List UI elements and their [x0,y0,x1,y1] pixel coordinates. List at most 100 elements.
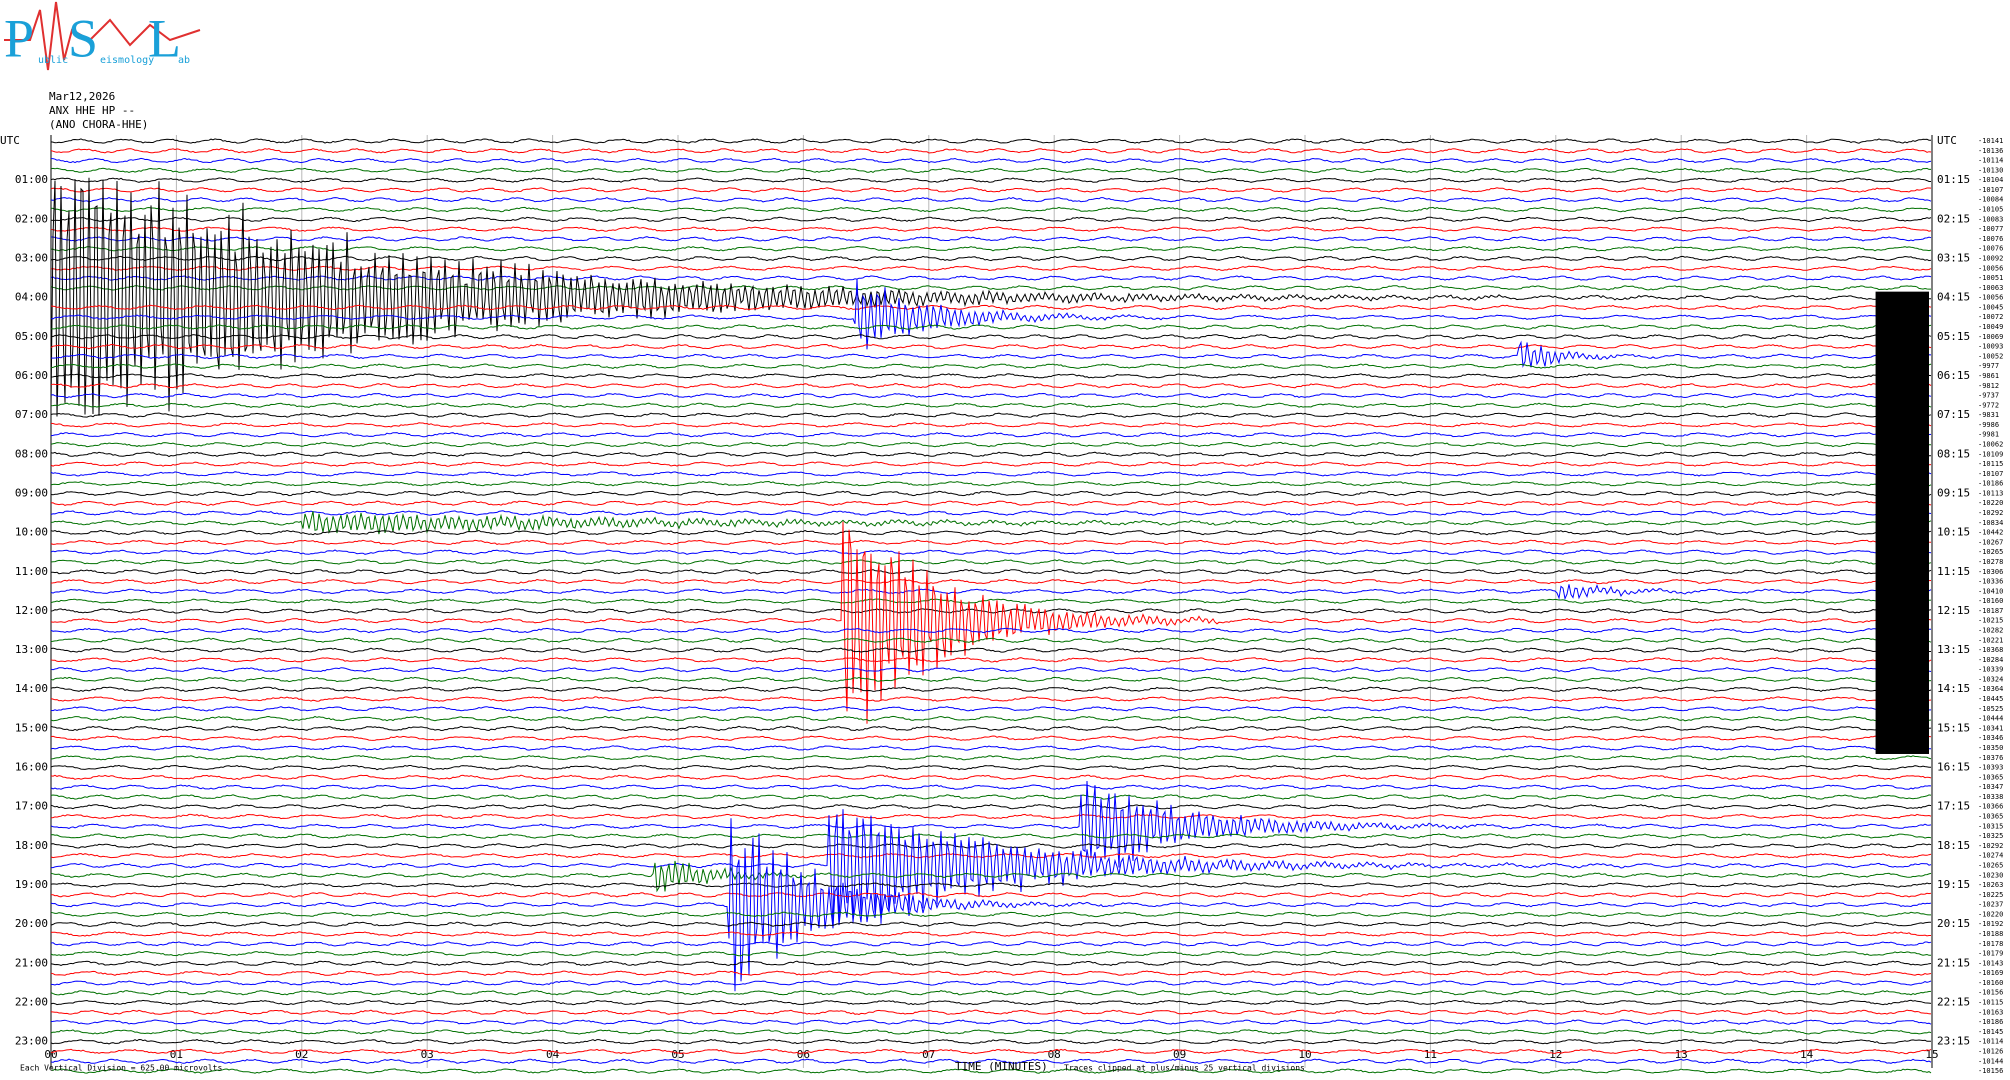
row-value: -10109 [1978,450,2003,458]
row-value: -10141 [1978,137,2003,145]
row-value: -10225 [1978,891,2003,899]
trace [50,818,1932,992]
row-value: -10083 [1978,215,2003,223]
row-value: -10442 [1978,529,2003,537]
row-value: -10107 [1978,186,2003,194]
row-value: -10364 [1978,685,2003,693]
trace [50,278,1932,350]
left-time-label: 15:00 [15,721,48,734]
right-time-label: 01:15 [1937,173,1970,186]
left-time-label: 05:00 [15,330,48,343]
x-tick-label: 04 [546,1048,560,1061]
trace [50,500,1932,506]
trace [50,794,1932,800]
right-time-label: 10:15 [1937,526,1970,539]
x-axis-label: TIME (MINUTES) [955,1060,1048,1073]
logo: P S L ublic eismology ab [4,1,201,71]
trace [50,843,1932,849]
trace [50,1058,1932,1064]
trace [50,521,1932,724]
trace [50,666,1932,673]
right-time-label: 09:15 [1937,486,1970,499]
right-time-label: 11:15 [1937,565,1970,578]
trace [50,715,1932,722]
row-value: -10366 [1978,803,2003,811]
row-value: -10230 [1978,871,2003,879]
row-value: -10376 [1978,754,2003,762]
trace [50,637,1932,643]
row-value: -10339 [1978,666,2003,674]
left-time-label: 03:00 [15,251,48,264]
trace [51,809,1932,929]
trace [50,343,1932,350]
left-time-label: 17:00 [15,800,48,813]
row-value: -10220 [1978,910,2003,918]
row-value: -10265 [1978,548,2003,556]
trace [50,511,1932,535]
row-value: -10393 [1978,764,2003,772]
trace [50,1009,1932,1016]
trace [50,216,1932,223]
left-time-label: 18:00 [15,839,48,852]
x-tick-label: 13 [1675,1048,1688,1061]
trace [50,383,1932,389]
trace [50,813,1932,820]
left-time-label: 13:00 [15,643,48,656]
trace [51,157,1932,164]
row-value: -10274 [1978,852,2003,860]
row-value: -10077 [1978,225,2003,233]
right-time-label: 04:15 [1937,291,1970,304]
trace [50,206,1932,213]
left-time-label: 21:00 [15,956,48,969]
row-value: -10444 [1978,715,2003,723]
trace [50,148,1932,154]
row-value: -10093 [1978,343,2003,351]
trace [50,780,1932,868]
trace [50,941,1932,947]
trace [50,197,1932,203]
trace [50,559,1932,565]
trace [51,569,1932,575]
row-value: -10410 [1978,587,2003,595]
right-time-label: 21:15 [1937,956,1970,969]
row-value: -10834 [1978,519,2003,527]
row-value: -10368 [1978,646,2003,654]
header-line: ANX HHE HP -- [49,104,135,117]
row-value: -10062 [1978,440,2003,448]
trace [50,803,1932,810]
row-value: -10178 [1978,940,2003,948]
right-time-label: 03:15 [1937,251,1970,264]
trace [50,304,1932,311]
trace [50,860,1932,893]
trace [50,686,1932,692]
trace [50,431,1932,438]
trace [50,706,1932,712]
trace [50,911,1931,918]
row-value: -10365 [1978,813,2003,821]
header-line: (ANO CHORA-HHE) [49,118,148,131]
right-time-label: 22:15 [1937,996,1970,1009]
row-value: -10107 [1978,470,2003,478]
left-time-label: 19:00 [15,878,48,891]
row-value: -10115 [1978,999,2003,1007]
left-time-label: 01:00 [15,173,48,186]
row-value: -10282 [1978,627,2003,635]
x-tick-label: 11 [1424,1048,1437,1061]
trace [50,774,1932,781]
logo-word: eismology [100,55,154,66]
row-value: -10145 [1978,1028,2003,1036]
logo-letter: P [4,8,34,68]
trace [50,647,1931,653]
x-tick-label: 10 [1298,1048,1311,1061]
right-time-label: 07:15 [1937,408,1970,421]
row-value: -10365 [1978,773,2003,781]
row-value: -10179 [1978,950,2003,958]
left-time-label: 14:00 [15,682,48,695]
row-value: -10092 [1978,254,2003,262]
trace [50,960,1932,967]
row-value: -10126 [1978,1047,2003,1055]
x-tick-label: 05 [671,1048,684,1061]
trace [50,422,1932,428]
row-value: -10192 [1978,920,2003,928]
trace [50,340,1932,368]
